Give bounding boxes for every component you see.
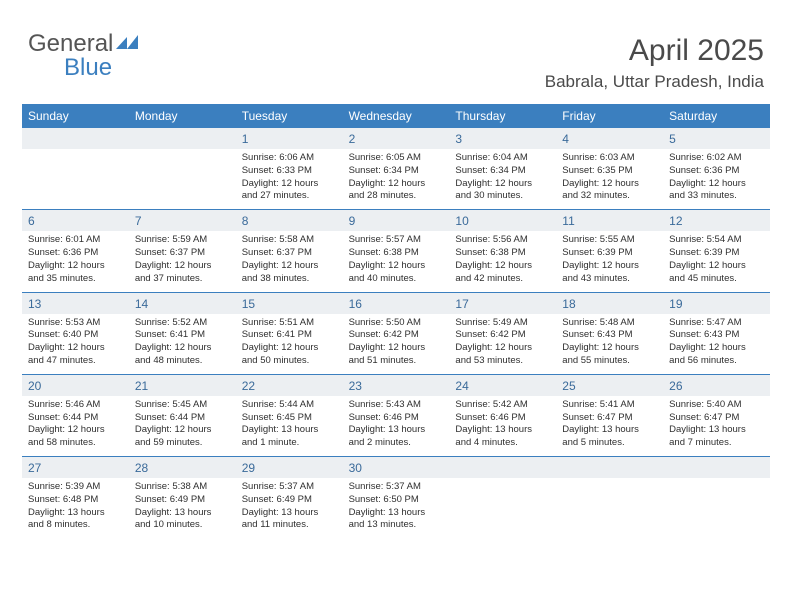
day-cell: Sunrise: 5:59 AMSunset: 6:37 PMDaylight:… <box>129 231 236 291</box>
day-number: 9 <box>343 210 450 231</box>
dayhead-wed: Wednesday <box>343 104 450 128</box>
day-cell: Sunrise: 5:44 AMSunset: 6:45 PMDaylight:… <box>236 396 343 456</box>
day-number: 13 <box>22 293 129 314</box>
page-subtitle: Babrala, Uttar Pradesh, India <box>545 72 764 92</box>
dayhead-thu: Thursday <box>449 104 556 128</box>
day-number: 14 <box>129 293 236 314</box>
day-number: 22 <box>236 375 343 396</box>
day-number: 5 <box>663 128 770 149</box>
day-number <box>129 128 236 149</box>
day-number: 3 <box>449 128 556 149</box>
day-cell: Sunrise: 5:45 AMSunset: 6:44 PMDaylight:… <box>129 396 236 456</box>
day-cell <box>556 478 663 538</box>
dayhead-tue: Tuesday <box>236 104 343 128</box>
day-number: 25 <box>556 375 663 396</box>
day-cell: Sunrise: 5:48 AMSunset: 6:43 PMDaylight:… <box>556 314 663 374</box>
day-cell: Sunrise: 5:55 AMSunset: 6:39 PMDaylight:… <box>556 231 663 291</box>
dayhead-sun: Sunday <box>22 104 129 128</box>
day-number: 30 <box>343 457 450 478</box>
day-cell: Sunrise: 5:41 AMSunset: 6:47 PMDaylight:… <box>556 396 663 456</box>
day-number: 4 <box>556 128 663 149</box>
day-cell: Sunrise: 5:52 AMSunset: 6:41 PMDaylight:… <box>129 314 236 374</box>
day-number: 7 <box>129 210 236 231</box>
week-detail-row: Sunrise: 5:53 AMSunset: 6:40 PMDaylight:… <box>22 314 770 374</box>
page-title: April 2025 <box>545 34 764 68</box>
day-number: 28 <box>129 457 236 478</box>
dayhead-sat: Saturday <box>663 104 770 128</box>
calendar: Sunday Monday Tuesday Wednesday Thursday… <box>22 104 770 538</box>
day-cell: Sunrise: 5:57 AMSunset: 6:38 PMDaylight:… <box>343 231 450 291</box>
day-cell <box>663 478 770 538</box>
day-cell: Sunrise: 5:40 AMSunset: 6:47 PMDaylight:… <box>663 396 770 456</box>
week-detail-row: Sunrise: 6:01 AMSunset: 6:36 PMDaylight:… <box>22 231 770 291</box>
day-headers-row: Sunday Monday Tuesday Wednesday Thursday… <box>22 104 770 128</box>
day-number: 21 <box>129 375 236 396</box>
day-cell: Sunrise: 5:51 AMSunset: 6:41 PMDaylight:… <box>236 314 343 374</box>
day-cell: Sunrise: 5:53 AMSunset: 6:40 PMDaylight:… <box>22 314 129 374</box>
day-cell: Sunrise: 5:39 AMSunset: 6:48 PMDaylight:… <box>22 478 129 538</box>
week-num-row: 12345 <box>22 128 770 149</box>
day-cell: Sunrise: 5:47 AMSunset: 6:43 PMDaylight:… <box>663 314 770 374</box>
day-cell: Sunrise: 6:04 AMSunset: 6:34 PMDaylight:… <box>449 149 556 209</box>
day-cell: Sunrise: 5:37 AMSunset: 6:49 PMDaylight:… <box>236 478 343 538</box>
day-cell: Sunrise: 6:05 AMSunset: 6:34 PMDaylight:… <box>343 149 450 209</box>
day-number <box>449 457 556 478</box>
day-number: 19 <box>663 293 770 314</box>
day-cell: Sunrise: 5:49 AMSunset: 6:42 PMDaylight:… <box>449 314 556 374</box>
day-number: 1 <box>236 128 343 149</box>
day-number: 29 <box>236 457 343 478</box>
day-cell: Sunrise: 5:43 AMSunset: 6:46 PMDaylight:… <box>343 396 450 456</box>
day-number <box>22 128 129 149</box>
day-number: 23 <box>343 375 450 396</box>
day-cell: Sunrise: 6:03 AMSunset: 6:35 PMDaylight:… <box>556 149 663 209</box>
day-number: 12 <box>663 210 770 231</box>
day-cell: Sunrise: 6:02 AMSunset: 6:36 PMDaylight:… <box>663 149 770 209</box>
day-cell: Sunrise: 5:54 AMSunset: 6:39 PMDaylight:… <box>663 231 770 291</box>
day-number: 20 <box>22 375 129 396</box>
day-cell: Sunrise: 5:50 AMSunset: 6:42 PMDaylight:… <box>343 314 450 374</box>
day-cell: Sunrise: 6:01 AMSunset: 6:36 PMDaylight:… <box>22 231 129 291</box>
day-number: 26 <box>663 375 770 396</box>
week-detail-row: Sunrise: 6:06 AMSunset: 6:33 PMDaylight:… <box>22 149 770 209</box>
week-detail-row: Sunrise: 5:39 AMSunset: 6:48 PMDaylight:… <box>22 478 770 538</box>
day-number: 24 <box>449 375 556 396</box>
week-num-row: 13141516171819 <box>22 293 770 314</box>
day-cell: Sunrise: 5:46 AMSunset: 6:44 PMDaylight:… <box>22 396 129 456</box>
logo-icon <box>116 33 138 54</box>
header: April 2025 Babrala, Uttar Pradesh, India <box>545 34 764 92</box>
day-number: 8 <box>236 210 343 231</box>
day-number: 16 <box>343 293 450 314</box>
day-cell: Sunrise: 5:56 AMSunset: 6:38 PMDaylight:… <box>449 231 556 291</box>
day-number: 27 <box>22 457 129 478</box>
day-number: 6 <box>22 210 129 231</box>
day-number <box>556 457 663 478</box>
dayhead-fri: Friday <box>556 104 663 128</box>
day-number: 15 <box>236 293 343 314</box>
day-number: 11 <box>556 210 663 231</box>
day-number: 17 <box>449 293 556 314</box>
dayhead-mon: Monday <box>129 104 236 128</box>
day-number: 10 <box>449 210 556 231</box>
week-num-row: 6789101112 <box>22 210 770 231</box>
day-cell: Sunrise: 5:42 AMSunset: 6:46 PMDaylight:… <box>449 396 556 456</box>
day-number: 18 <box>556 293 663 314</box>
week-num-row: 20212223242526 <box>22 375 770 396</box>
day-number <box>663 457 770 478</box>
day-cell: Sunrise: 5:38 AMSunset: 6:49 PMDaylight:… <box>129 478 236 538</box>
day-cell: Sunrise: 6:06 AMSunset: 6:33 PMDaylight:… <box>236 149 343 209</box>
day-cell <box>129 149 236 209</box>
day-cell <box>449 478 556 538</box>
day-cell: Sunrise: 5:37 AMSunset: 6:50 PMDaylight:… <box>343 478 450 538</box>
day-cell <box>22 149 129 209</box>
day-number: 2 <box>343 128 450 149</box>
week-num-row: 27282930 <box>22 457 770 478</box>
week-detail-row: Sunrise: 5:46 AMSunset: 6:44 PMDaylight:… <box>22 396 770 456</box>
logo-text-2: Blue <box>64 54 112 82</box>
day-cell: Sunrise: 5:58 AMSunset: 6:37 PMDaylight:… <box>236 231 343 291</box>
